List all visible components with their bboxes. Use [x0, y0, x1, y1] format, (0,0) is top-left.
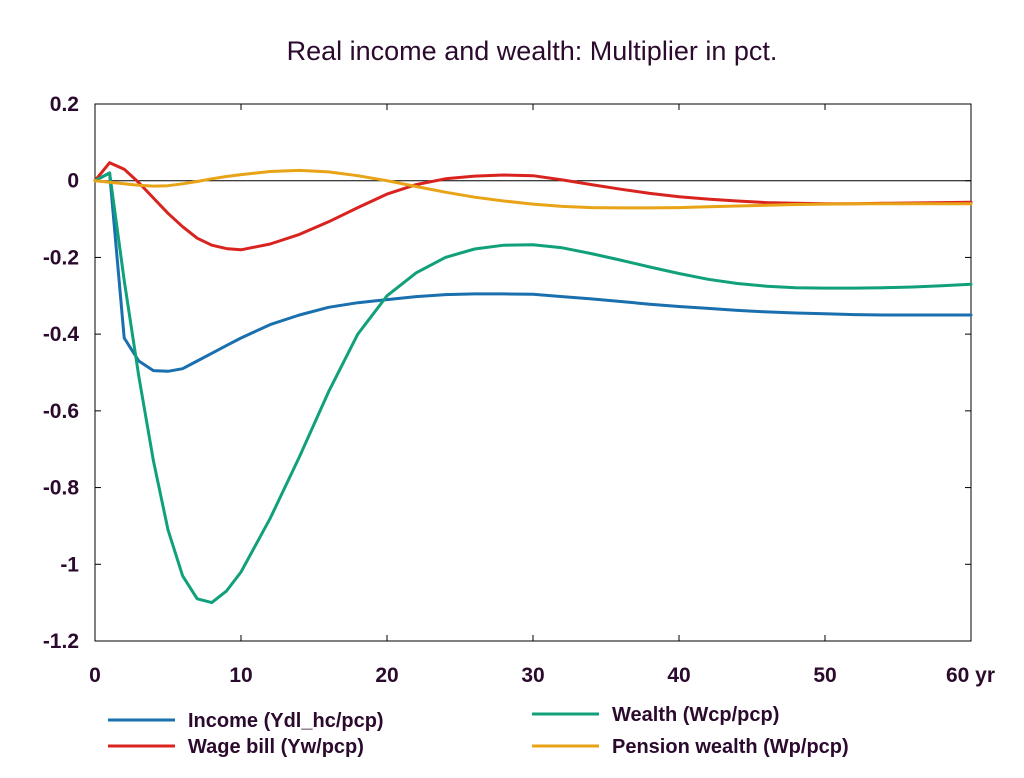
x-tick-label: 50 [813, 664, 836, 687]
y-tick-label: -0.8 [43, 477, 80, 500]
y-tick-label: 0 [67, 170, 79, 193]
x-tick-label: 0 [89, 664, 101, 687]
y-tick-label: -1.2 [43, 630, 79, 653]
series-line-3 [93, 168, 973, 210]
series-group [93, 161, 973, 605]
x-tick-label: 40 [667, 664, 690, 687]
series-line-0 [93, 171, 973, 373]
legend-label-2: Wealth (Wcp/pcp) [612, 704, 779, 726]
x-tick-label: 60 yr [946, 664, 995, 687]
y-tick-label: -0.4 [43, 323, 80, 346]
x-tick-label: 30 [521, 664, 544, 687]
legend-label-1: Wage bill (Yw/pcp) [188, 736, 364, 758]
x-tick-label: 20 [375, 664, 398, 687]
y-tick-label: -1 [60, 553, 79, 576]
y-tick-label: -0.2 [43, 246, 79, 269]
y-tick-label: -0.6 [43, 400, 79, 423]
axes: 0.2 0 -0.2 -0.4 -0.6 -0.8 -1 -1.2 0 10 20 30 40 50 60 … [43, 93, 995, 687]
plot-frame [94, 103, 972, 642]
legend-label-0: Income (Ydl_hc/pcp) [188, 710, 384, 732]
legend: Income (Ydl_hc/pcp) Wage bill (Yw/pcp) Wea… [108, 704, 849, 758]
legend-label-3: Pension wealth (Wp/pcp) [612, 736, 849, 758]
x-tick-label: 10 [229, 664, 252, 687]
series-line-2 [93, 171, 973, 605]
y-tick-label: 0.2 [50, 93, 79, 116]
chart-title: Real income and wealth: Multiplier in pc… [287, 36, 778, 66]
